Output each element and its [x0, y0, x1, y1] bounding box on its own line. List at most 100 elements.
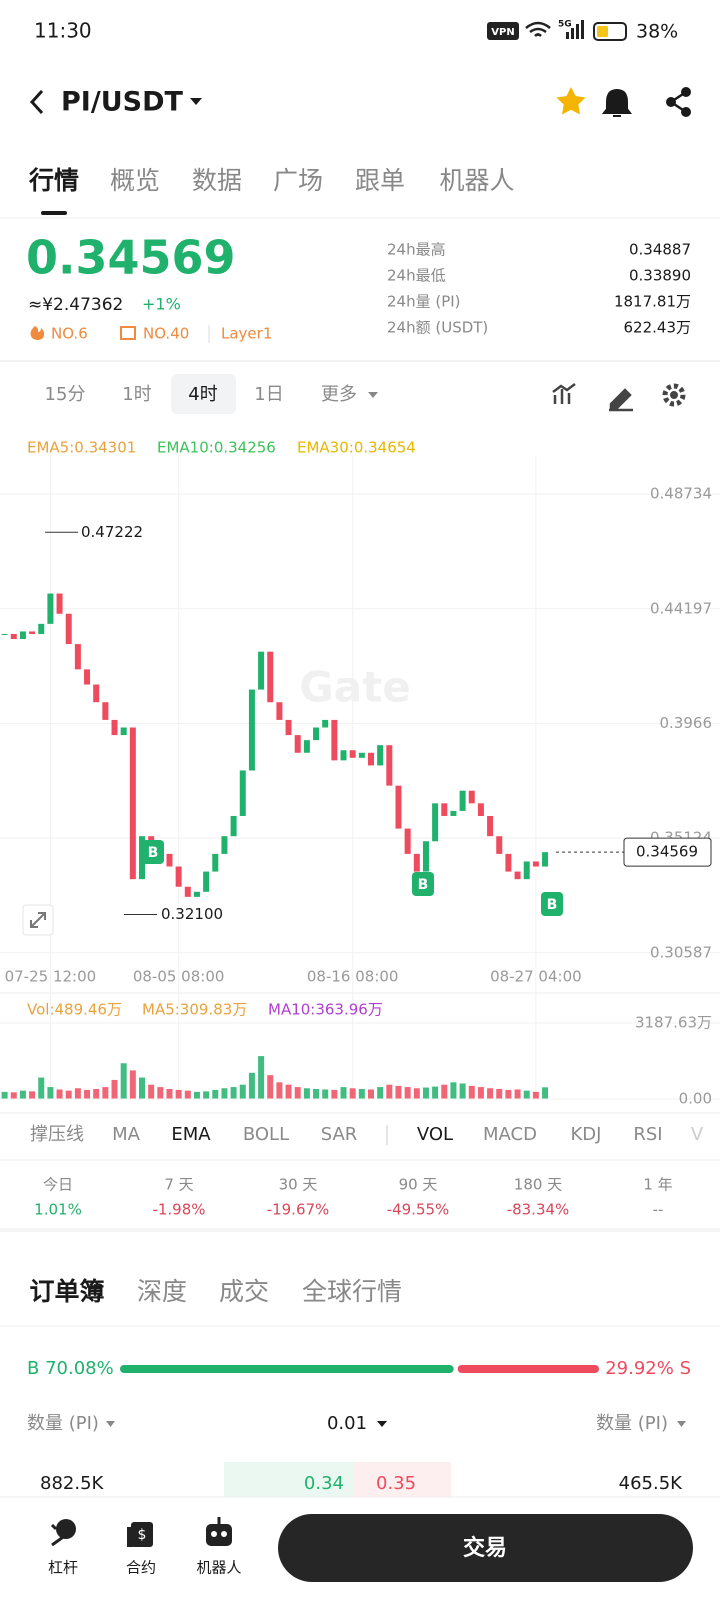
- nav-leverage[interactable]: [50, 1519, 76, 1547]
- dropdown[interactable]: [377, 1421, 387, 1427]
- share-button[interactable]: [666, 87, 691, 117]
- pair-title[interactable]: PI/USDT: [61, 87, 183, 118]
- volume-bar: [422, 1087, 429, 1099]
- dropdown[interactable]: [677, 1421, 686, 1427]
- favorite-star[interactable]: [556, 87, 586, 115]
- indicator[interactable]: KDJ: [571, 1124, 602, 1145]
- divider: [0, 360, 720, 362]
- bid-depth: [224, 1462, 354, 1502]
- tab[interactable]: 广场: [273, 166, 323, 195]
- volume-bar: [523, 1090, 530, 1099]
- candle: [496, 836, 503, 854]
- period-label: 90 天: [399, 1176, 438, 1194]
- book-precision[interactable]: 0.01: [327, 1413, 367, 1434]
- volume-bar: [38, 1077, 45, 1099]
- divider: [0, 1228, 720, 1232]
- tab[interactable]: 机器人: [439, 166, 514, 195]
- indicator[interactable]: SAR: [321, 1124, 358, 1145]
- indicator[interactable]: BOLL: [243, 1124, 289, 1145]
- interval[interactable]: 15分: [45, 384, 86, 405]
- volume-bar: [47, 1087, 54, 1099]
- book-tab[interactable]: 订单簿: [29, 1277, 104, 1306]
- dropdown[interactable]: [106, 1421, 115, 1427]
- period-value: -1.98%: [152, 1201, 205, 1219]
- change-pct: +1%: [142, 295, 181, 314]
- indicator-button[interactable]: [552, 383, 576, 404]
- ema-legend: EMA5:0.34301: [27, 439, 136, 457]
- book-tab[interactable]: 成交: [219, 1277, 269, 1306]
- stat-label: 24h最低: [387, 267, 446, 285]
- volume-bar: [248, 1072, 255, 1099]
- indicator[interactable]: V: [691, 1124, 704, 1145]
- candle: [203, 871, 210, 892]
- candle: [395, 785, 402, 829]
- volume-bar: [84, 1089, 91, 1099]
- volume-bar: [212, 1089, 219, 1099]
- indicator[interactable]: EMA: [171, 1124, 211, 1145]
- volume-bar: [477, 1087, 484, 1099]
- indicator[interactable]: VOL: [417, 1124, 453, 1145]
- book-tab[interactable]: 深度: [137, 1277, 187, 1306]
- indicator[interactable]: 撑压线: [30, 1124, 84, 1145]
- volume-bar: [19, 1090, 26, 1099]
- nav-futures[interactable]: $: [127, 1522, 153, 1547]
- pair-dropdown[interactable]: [190, 98, 202, 105]
- buy-marker-label: B: [547, 897, 558, 913]
- volume-bar: [313, 1088, 320, 1099]
- draw-button[interactable]: [609, 388, 633, 412]
- buy-marker-label: B: [418, 877, 429, 893]
- battery-level: [597, 26, 608, 37]
- candle: [468, 790, 475, 804]
- volume-bar: [56, 1089, 63, 1099]
- volume-bar: [285, 1084, 292, 1099]
- candle: [276, 702, 283, 720]
- interval[interactable]: 1日: [254, 384, 283, 405]
- volume-bar: [230, 1087, 237, 1099]
- volume-bar: [505, 1089, 512, 1099]
- tab[interactable]: 跟单: [355, 166, 405, 195]
- settings-button[interactable]: [662, 383, 686, 407]
- buy-marker: [541, 892, 563, 916]
- interval-selected-bg: [171, 374, 236, 414]
- interval[interactable]: 更多: [321, 384, 357, 405]
- cny-price: ≈¥2.47362: [28, 295, 123, 315]
- x-tick-label: 07-25 12:00: [5, 968, 97, 986]
- trade-button[interactable]: [278, 1514, 693, 1582]
- stat-label: 24h额 (USDT): [387, 319, 488, 337]
- indicator[interactable]: MA: [112, 1124, 141, 1145]
- interval[interactable]: 1时: [122, 384, 151, 405]
- more-dropdown[interactable]: [368, 392, 378, 398]
- interval[interactable]: 4时: [188, 384, 217, 405]
- indicator[interactable]: MACD: [483, 1124, 537, 1145]
- indicator[interactable]: RSI: [633, 1124, 662, 1145]
- volume-bar: [221, 1088, 228, 1099]
- volume-bar: [148, 1084, 155, 1099]
- candle: [47, 593, 54, 624]
- nav-bot[interactable]: [206, 1517, 232, 1546]
- volume-bar: [322, 1089, 329, 1099]
- y-tick-label: 0.48734: [650, 485, 712, 503]
- candle: [111, 719, 118, 736]
- sell-ratio-label: 29.92% S: [605, 1358, 691, 1379]
- volume-bar: [267, 1075, 274, 1099]
- book-tab[interactable]: 全球行情: [302, 1277, 402, 1306]
- ema-legend: EMA10:0.34256: [157, 439, 276, 457]
- last-price: 0.34569: [26, 231, 236, 285]
- last-price-box: [623, 837, 712, 867]
- period-label: 30 天: [279, 1176, 318, 1194]
- candle: [532, 861, 539, 867]
- volume-bar: [368, 1089, 374, 1099]
- volume-bar: [404, 1087, 411, 1099]
- candle: [368, 752, 374, 766]
- alert-bell[interactable]: [602, 88, 632, 117]
- candle: [38, 623, 45, 634]
- tab[interactable]: 行情: [28, 166, 79, 195]
- period-value: --: [653, 1201, 664, 1219]
- volume-bar: [542, 1087, 549, 1099]
- back-button[interactable]: [29, 89, 44, 115]
- candle: [441, 803, 448, 816]
- candle: [432, 803, 439, 842]
- tab[interactable]: 概览: [110, 166, 160, 195]
- tab[interactable]: 数据: [192, 166, 242, 195]
- x-tick-label: 08-16 08:00: [307, 968, 399, 986]
